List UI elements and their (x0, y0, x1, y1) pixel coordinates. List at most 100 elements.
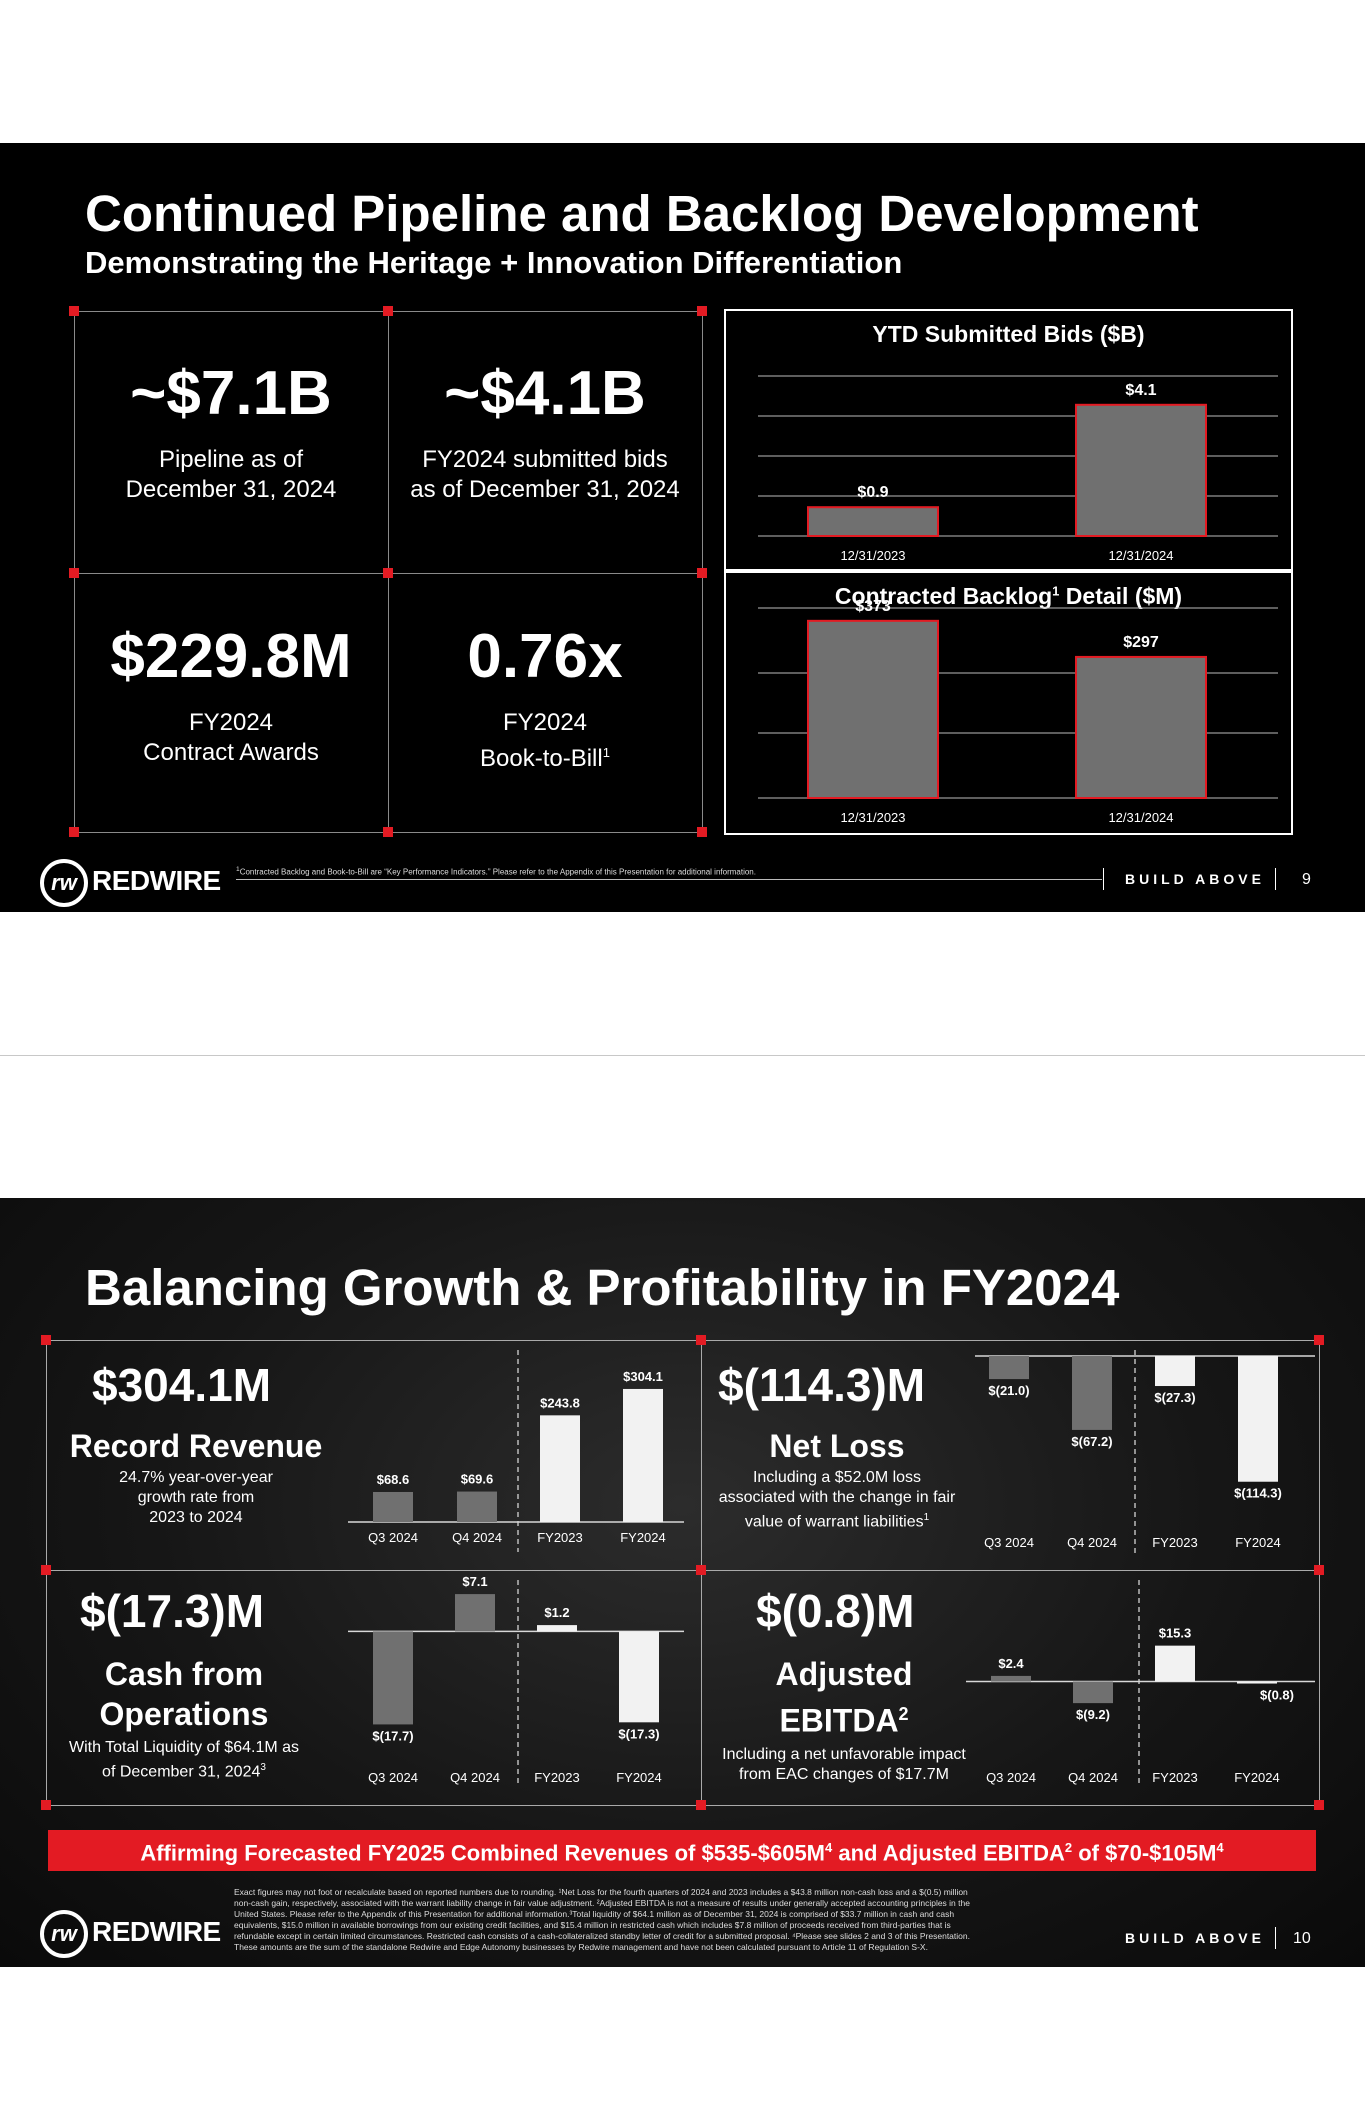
data-label: $(21.0) (988, 1383, 1029, 1398)
data-label: $(67.2) (1071, 1434, 1112, 1449)
corner-marker (69, 306, 79, 316)
footnote-line: refundable except in certain limited cir… (234, 1931, 970, 1941)
net-loss-bar-chart: $(21.0) Q3 2024 $(67.2) Q4 2024 $(27.3) FY202… (975, 1350, 1315, 1554)
revenue-text: Record Revenue 24.7% year-over-year grow… (46, 1426, 346, 1528)
panel-desc: Including a net unfavorable impact (722, 1745, 966, 1763)
ebitda-value: $(0.8)M (756, 1585, 915, 1637)
corner-marker (41, 1800, 51, 1810)
footnotes: Exact figures may not foot or recalculat… (234, 1887, 1104, 1953)
data-label: $304.1 (623, 1369, 663, 1384)
corner-marker (383, 827, 393, 837)
tick-label: FY2023 (1152, 1770, 1198, 1785)
kpi-caption: FY2024 (502, 709, 588, 736)
tick-label: FY2024 (1235, 1535, 1281, 1550)
cash-ops-text: Cash from Operations With Total Liquidit… (46, 1654, 322, 1782)
bar (1075, 403, 1207, 537)
bar (1155, 1645, 1195, 1682)
bar (540, 1415, 580, 1522)
bar (455, 1594, 495, 1632)
panel-desc: from EAC changes of $17.7M (739, 1765, 949, 1783)
data-label: $373 (855, 598, 891, 615)
redwire-logo-icon: rw (40, 1910, 88, 1958)
kpi-caption: as of December 31, 2024 (410, 476, 680, 503)
tagline: BUILD ABOVE (1125, 871, 1265, 887)
ebitda-text: Adjusted EBITDA2 Including a net unfavor… (702, 1654, 986, 1785)
corner-marker (1314, 1335, 1324, 1345)
data-label: $(27.3) (1154, 1390, 1195, 1405)
data-label: $(9.2) (1076, 1707, 1110, 1722)
tick-label: Q3 2024 (368, 1530, 418, 1545)
bar (991, 1675, 1031, 1682)
footer-divider (1103, 868, 1104, 890)
kpi-book-to-bill: 0.76x FY2024 Book-to-Bill1 (388, 626, 702, 774)
tick-label: 12/31/2023 (840, 810, 905, 825)
bids-chart-panel (724, 309, 1293, 571)
footer-rule (236, 879, 1102, 880)
kpi-submitted-bids: ~$4.1B FY2024 submitted bids as of Decem… (388, 363, 702, 505)
tick-label: Q4 2024 (1068, 1770, 1118, 1785)
bar (807, 506, 939, 537)
footnote-line: non-cash gain, respectively, associated … (234, 1898, 970, 1908)
page-number: 9 (1302, 871, 1311, 888)
backlog-chart-title: Contracted Backlog1 Detail ($M) (834, 583, 1183, 609)
kpi-value: ~$4.1B (444, 359, 646, 428)
data-label: $297 (1123, 634, 1159, 651)
data-label: $7.1 (462, 1574, 487, 1589)
panel-desc: of December 31, 20243 (102, 1762, 266, 1781)
footnote-line: Exact figures may not foot or recalculat… (234, 1887, 968, 1897)
panel-desc: value of warrant liabilities1 (744, 1512, 930, 1531)
footer-divider (1275, 1927, 1276, 1949)
panel-label: EBITDA2 (779, 1702, 909, 1739)
kpi-caption: FY2024 (188, 709, 274, 736)
footer-divider (1275, 868, 1276, 890)
kpi-value: ~$7.1B (130, 359, 332, 428)
tagline: BUILD ABOVE (1125, 1930, 1265, 1946)
data-label: $1.2 (544, 1605, 569, 1620)
revenue-value: $304.1M (92, 1359, 272, 1411)
slide-pipeline-backlog: Continued Pipeline and Backlog Developme… (0, 143, 1365, 912)
cash-ops-bar-chart: $(17.7) Q3 2024 $7.1 Q4 2024 $1.2 FY2023 $(17.… (348, 1574, 684, 1786)
bar (373, 1631, 413, 1725)
bar (807, 619, 939, 800)
kpi-caption: Book-to-Bill1 (480, 745, 610, 772)
bar (537, 1625, 577, 1632)
redwire-logo-icon: rw (40, 859, 88, 907)
slide-growth-profitability: Balancing Growth & Profitability in FY20… (0, 1198, 1365, 1967)
tick-label: FY2023 (537, 1530, 583, 1545)
slide-subtitle: Demonstrating the Heritage + Innovation … (85, 245, 903, 280)
kpi-caption: FY2024 submitted bids (422, 446, 668, 473)
corner-marker (383, 306, 393, 316)
ebitda-bar-chart: $2.4 Q3 2024 $(9.2) Q4 2024 $15.3 FY2023 $(0.8… (966, 1580, 1315, 1786)
panel-label: Net Loss (769, 1428, 905, 1464)
corner-marker (41, 1565, 51, 1575)
footnote: 1Contracted Backlog and Book-to-Bill are… (236, 866, 756, 877)
panel-label: Adjusted (775, 1656, 913, 1692)
data-label: $(17.7) (372, 1728, 413, 1743)
kpi-value: $229.8M (110, 622, 352, 691)
tick-label: Q3 2024 (986, 1770, 1036, 1785)
tick-label: Q3 2024 (984, 1535, 1034, 1550)
data-label: $(0.8) (1260, 1687, 1294, 1702)
cash-ops-value: $(17.3)M (80, 1585, 265, 1637)
bar (1238, 1356, 1278, 1482)
corner-marker (69, 827, 79, 837)
corner-marker (1314, 1565, 1324, 1575)
grid-line (46, 1805, 1319, 1806)
corner-marker (383, 568, 393, 578)
panel-desc: 24.7% year-over-year (119, 1469, 273, 1486)
bar (1075, 655, 1207, 799)
corner-marker (41, 1335, 51, 1345)
panel-desc: Including a $52.0M loss (752, 1469, 922, 1486)
data-label: $0.9 (857, 484, 888, 501)
corner-marker (696, 1800, 706, 1810)
panel-label: Record Revenue (69, 1428, 323, 1464)
footnote-line: These amounts are the sum of the standal… (234, 1942, 928, 1952)
slide-title: Continued Pipeline and Backlog Developme… (85, 185, 1199, 242)
bar (1072, 1356, 1112, 1430)
tick-label: FY2024 (620, 1530, 666, 1545)
bar (373, 1491, 413, 1522)
tick-label: FY2023 (1152, 1535, 1198, 1550)
bar (457, 1491, 497, 1522)
bar (623, 1388, 663, 1522)
data-label: $15.3 (1159, 1626, 1192, 1641)
